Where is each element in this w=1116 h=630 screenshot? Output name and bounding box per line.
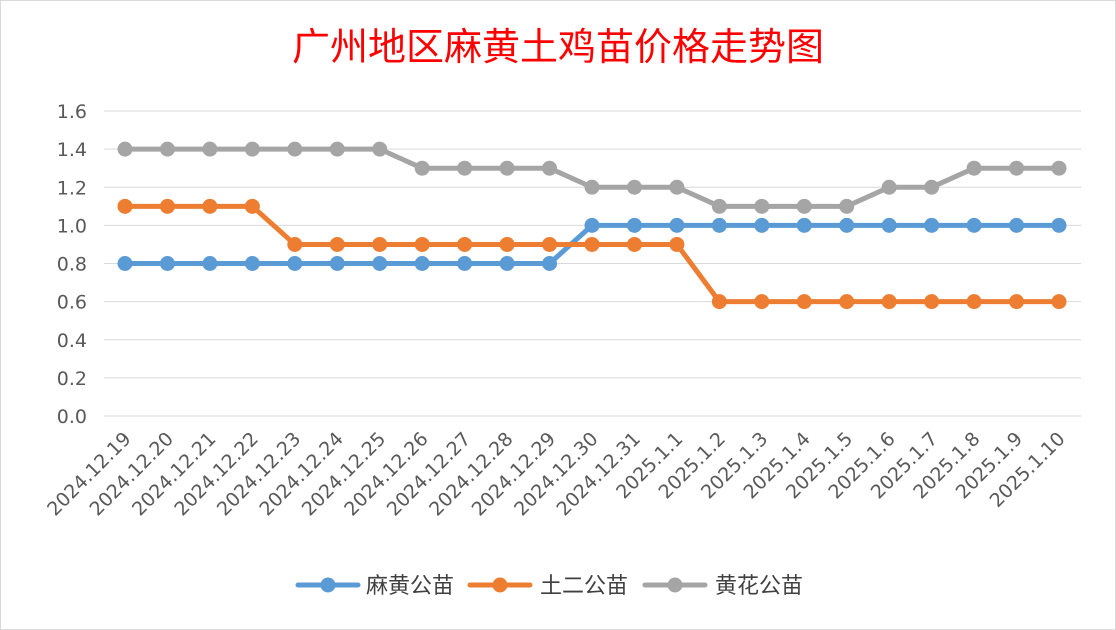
data-point (796, 294, 812, 310)
data-point (499, 236, 515, 252)
data-point (881, 217, 897, 233)
data-point (669, 179, 685, 195)
data-point (924, 217, 940, 233)
data-point (117, 141, 133, 157)
legend-item: 土二公苗 (467, 574, 628, 599)
data-point (881, 179, 897, 195)
data-point (1009, 294, 1025, 310)
data-point (711, 217, 727, 233)
data-point (159, 256, 175, 271)
data-point (287, 236, 303, 252)
legend-label: 麻黄公苗 (366, 574, 454, 599)
data-point (244, 141, 260, 157)
data-point (754, 294, 770, 310)
chart-title: 广州地区麻黄土鸡苗价格走势图 (292, 25, 824, 69)
series-3 (117, 141, 1067, 214)
data-point (711, 294, 727, 310)
data-point (414, 236, 430, 252)
y-axis-ticks: 0.0 0.2 0.4 0.6 0.8 1.0 1.2 1.4 1.6 (57, 101, 87, 428)
data-point (966, 160, 982, 176)
data-point (202, 256, 218, 271)
y-tick-label: 0.2 (57, 368, 87, 390)
data-point (499, 160, 515, 176)
y-tick-label: 0.4 (57, 330, 87, 352)
series-group (117, 141, 1067, 310)
data-point (244, 198, 260, 214)
data-point (839, 294, 855, 310)
data-point (584, 217, 600, 233)
data-point (669, 217, 685, 233)
data-point (202, 141, 218, 157)
data-point (924, 179, 940, 195)
data-point (202, 198, 218, 214)
legend-item: 麻黄公苗 (295, 574, 454, 599)
data-point (287, 256, 303, 271)
data-point (669, 236, 685, 252)
legend-label: 黄花公苗 (715, 574, 803, 599)
data-point (711, 198, 727, 214)
y-tick-label: 1.2 (57, 177, 87, 199)
legend-marker (667, 577, 683, 593)
y-tick-label: 0.0 (57, 406, 87, 428)
legend-marker (492, 577, 508, 593)
data-point (457, 160, 473, 176)
data-point (1009, 217, 1025, 233)
data-point (372, 141, 388, 157)
data-point (117, 256, 133, 271)
data-point (796, 198, 812, 214)
series-1 (117, 217, 1067, 271)
data-point (287, 141, 303, 157)
data-point (1051, 160, 1067, 176)
data-point (414, 256, 430, 271)
series-2 (117, 198, 1067, 310)
data-point (159, 198, 175, 214)
y-tick-label: 1.6 (57, 101, 87, 123)
data-point (117, 198, 133, 214)
data-point (626, 179, 642, 195)
y-tick-label: 1.4 (57, 139, 87, 161)
data-point (584, 179, 600, 195)
data-point (457, 256, 473, 271)
legend-marker (320, 577, 336, 593)
data-point (329, 236, 345, 252)
data-point (966, 294, 982, 310)
data-point (924, 294, 940, 310)
legend: 麻黄公苗 土二公苗 黄花公苗 (295, 574, 803, 599)
data-point (881, 294, 897, 310)
data-point (159, 141, 175, 157)
data-point (1009, 160, 1025, 176)
y-tick-label: 0.8 (57, 254, 87, 276)
data-point (839, 198, 855, 214)
data-point (754, 217, 770, 233)
data-point (542, 236, 558, 252)
data-point (542, 160, 558, 176)
data-point (457, 236, 473, 252)
data-point (754, 198, 770, 214)
data-point (626, 217, 642, 233)
y-tick-label: 1.0 (57, 215, 87, 237)
data-point (244, 256, 260, 271)
data-point (329, 256, 345, 271)
legend-label: 土二公苗 (540, 574, 628, 599)
data-point (839, 217, 855, 233)
data-point (584, 236, 600, 252)
data-point (499, 256, 515, 271)
legend-item: 黄花公苗 (642, 574, 803, 599)
data-point (966, 217, 982, 233)
y-tick-label: 0.6 (57, 292, 87, 314)
data-point (329, 141, 345, 157)
data-point (414, 160, 430, 176)
data-point (1051, 217, 1067, 233)
data-point (626, 236, 642, 252)
data-point (1051, 294, 1067, 310)
data-point (542, 256, 558, 271)
data-point (372, 256, 388, 271)
data-point (796, 217, 812, 233)
data-point (372, 236, 388, 252)
